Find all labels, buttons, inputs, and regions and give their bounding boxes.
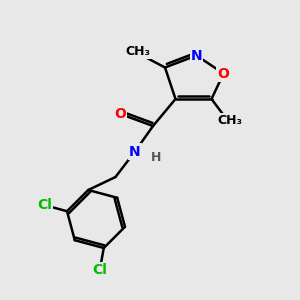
Text: CH₃: CH₃: [217, 113, 242, 127]
Text: Cl: Cl: [37, 198, 52, 212]
Text: H: H: [151, 151, 161, 164]
Text: O: O: [114, 107, 126, 121]
Text: N: N: [129, 145, 141, 158]
Text: O: O: [218, 67, 230, 80]
Text: CH₃: CH₃: [125, 44, 151, 58]
Text: N: N: [191, 49, 202, 62]
Text: Cl: Cl: [92, 263, 107, 278]
